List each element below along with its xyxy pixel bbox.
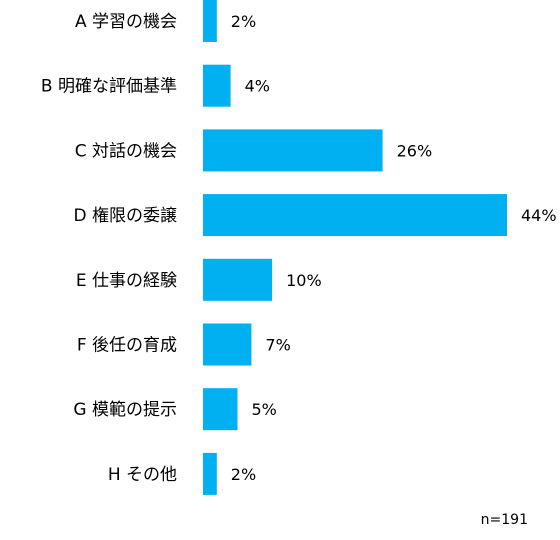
bar-5 bbox=[203, 258, 273, 301]
bar-2 bbox=[203, 64, 231, 107]
value-label-3: 26% bbox=[397, 141, 433, 160]
category-label-8: H その他 bbox=[108, 465, 177, 485]
category-label-6: F 後任の育成 bbox=[77, 336, 177, 356]
value-label-1: 2% bbox=[231, 12, 256, 31]
value-label-2: 4% bbox=[245, 77, 270, 96]
bars-group bbox=[203, 0, 507, 495]
bar-8 bbox=[203, 452, 217, 495]
value-label-8: 2% bbox=[231, 465, 256, 484]
bar-4 bbox=[203, 194, 507, 237]
category-label-2: B 明確な評価基準 bbox=[41, 77, 177, 97]
bar-6 bbox=[203, 323, 252, 366]
category-label-7: G 模範の提示 bbox=[73, 400, 177, 420]
bar-1 bbox=[203, 0, 217, 42]
value-labels-group: 2% 4% 26% 44% 10% 7% 5% 2% bbox=[231, 12, 557, 484]
bar-3 bbox=[203, 129, 383, 172]
value-label-4: 44% bbox=[521, 206, 557, 225]
value-label-7: 5% bbox=[252, 400, 277, 419]
category-label-3: C 対話の機会 bbox=[75, 141, 177, 161]
category-labels-group: A 学習の機会 B 明確な評価基準 C 対話の機会 D 権限の委譲 E 仕事の経験 F 後… bbox=[41, 12, 177, 485]
category-label-1: A 学習の機会 bbox=[75, 12, 177, 32]
bar-7 bbox=[203, 388, 238, 431]
value-label-5: 10% bbox=[286, 271, 322, 290]
value-label-6: 7% bbox=[265, 336, 290, 355]
category-label-4: D 権限の委譲 bbox=[74, 206, 178, 226]
category-label-5: E 仕事の経験 bbox=[76, 271, 177, 291]
sample-size-note: n=191 bbox=[481, 512, 528, 528]
